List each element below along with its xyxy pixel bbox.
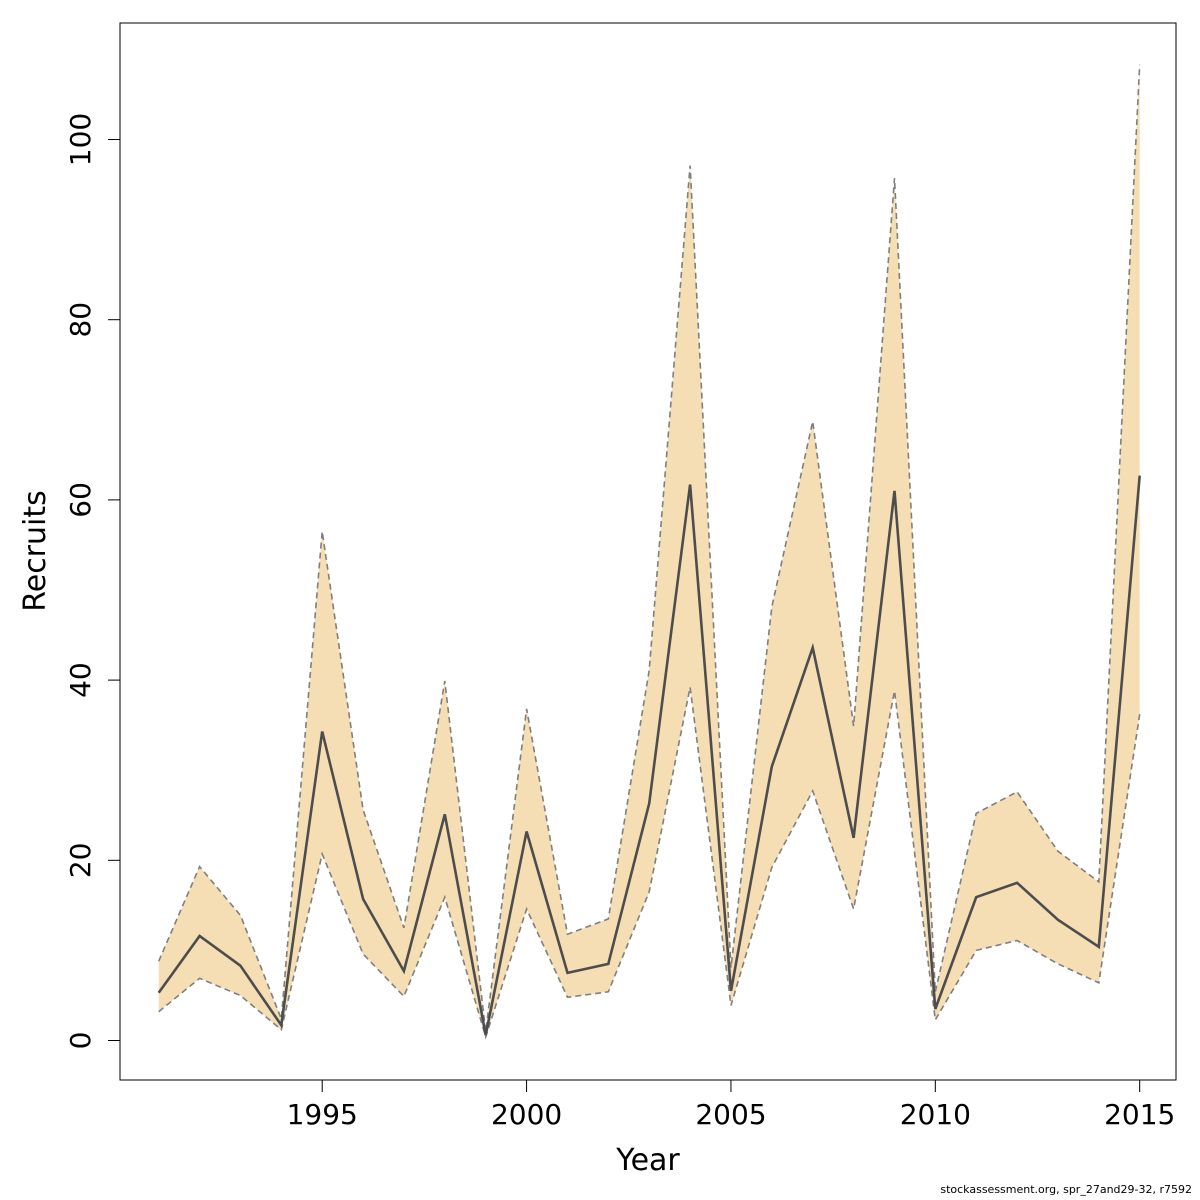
x-tick-label-2010: 2010	[900, 1098, 971, 1131]
y-tick-label-20: 20	[64, 842, 97, 878]
y-tick-label-60: 60	[64, 482, 97, 518]
x-tick-label-1995: 1995	[287, 1098, 358, 1131]
footer-note: stockassessment.org, spr_27and29-32, r75…	[940, 1183, 1192, 1196]
x-axis-title: Year	[615, 1143, 680, 1178]
x-tick-label-2015: 2015	[1104, 1098, 1175, 1131]
estimate-line	[157, 475, 1141, 1036]
x-tick-label-2000: 2000	[491, 1098, 562, 1131]
plot-frame	[119, 22, 1177, 1081]
upper-bound-line	[157, 64, 1141, 1032]
x-tick-label-2005: 2005	[695, 1098, 766, 1131]
confidence-band	[158, 64, 1140, 1037]
y-axis-title: Recruits	[18, 490, 53, 612]
y-tick-label-40: 40	[64, 662, 97, 698]
lower-bound-line	[158, 687, 1141, 1040]
y-tick-label-100: 100	[64, 113, 97, 166]
y-tick-label-0: 0	[64, 1032, 97, 1050]
y-tick-label-80: 80	[64, 302, 97, 338]
